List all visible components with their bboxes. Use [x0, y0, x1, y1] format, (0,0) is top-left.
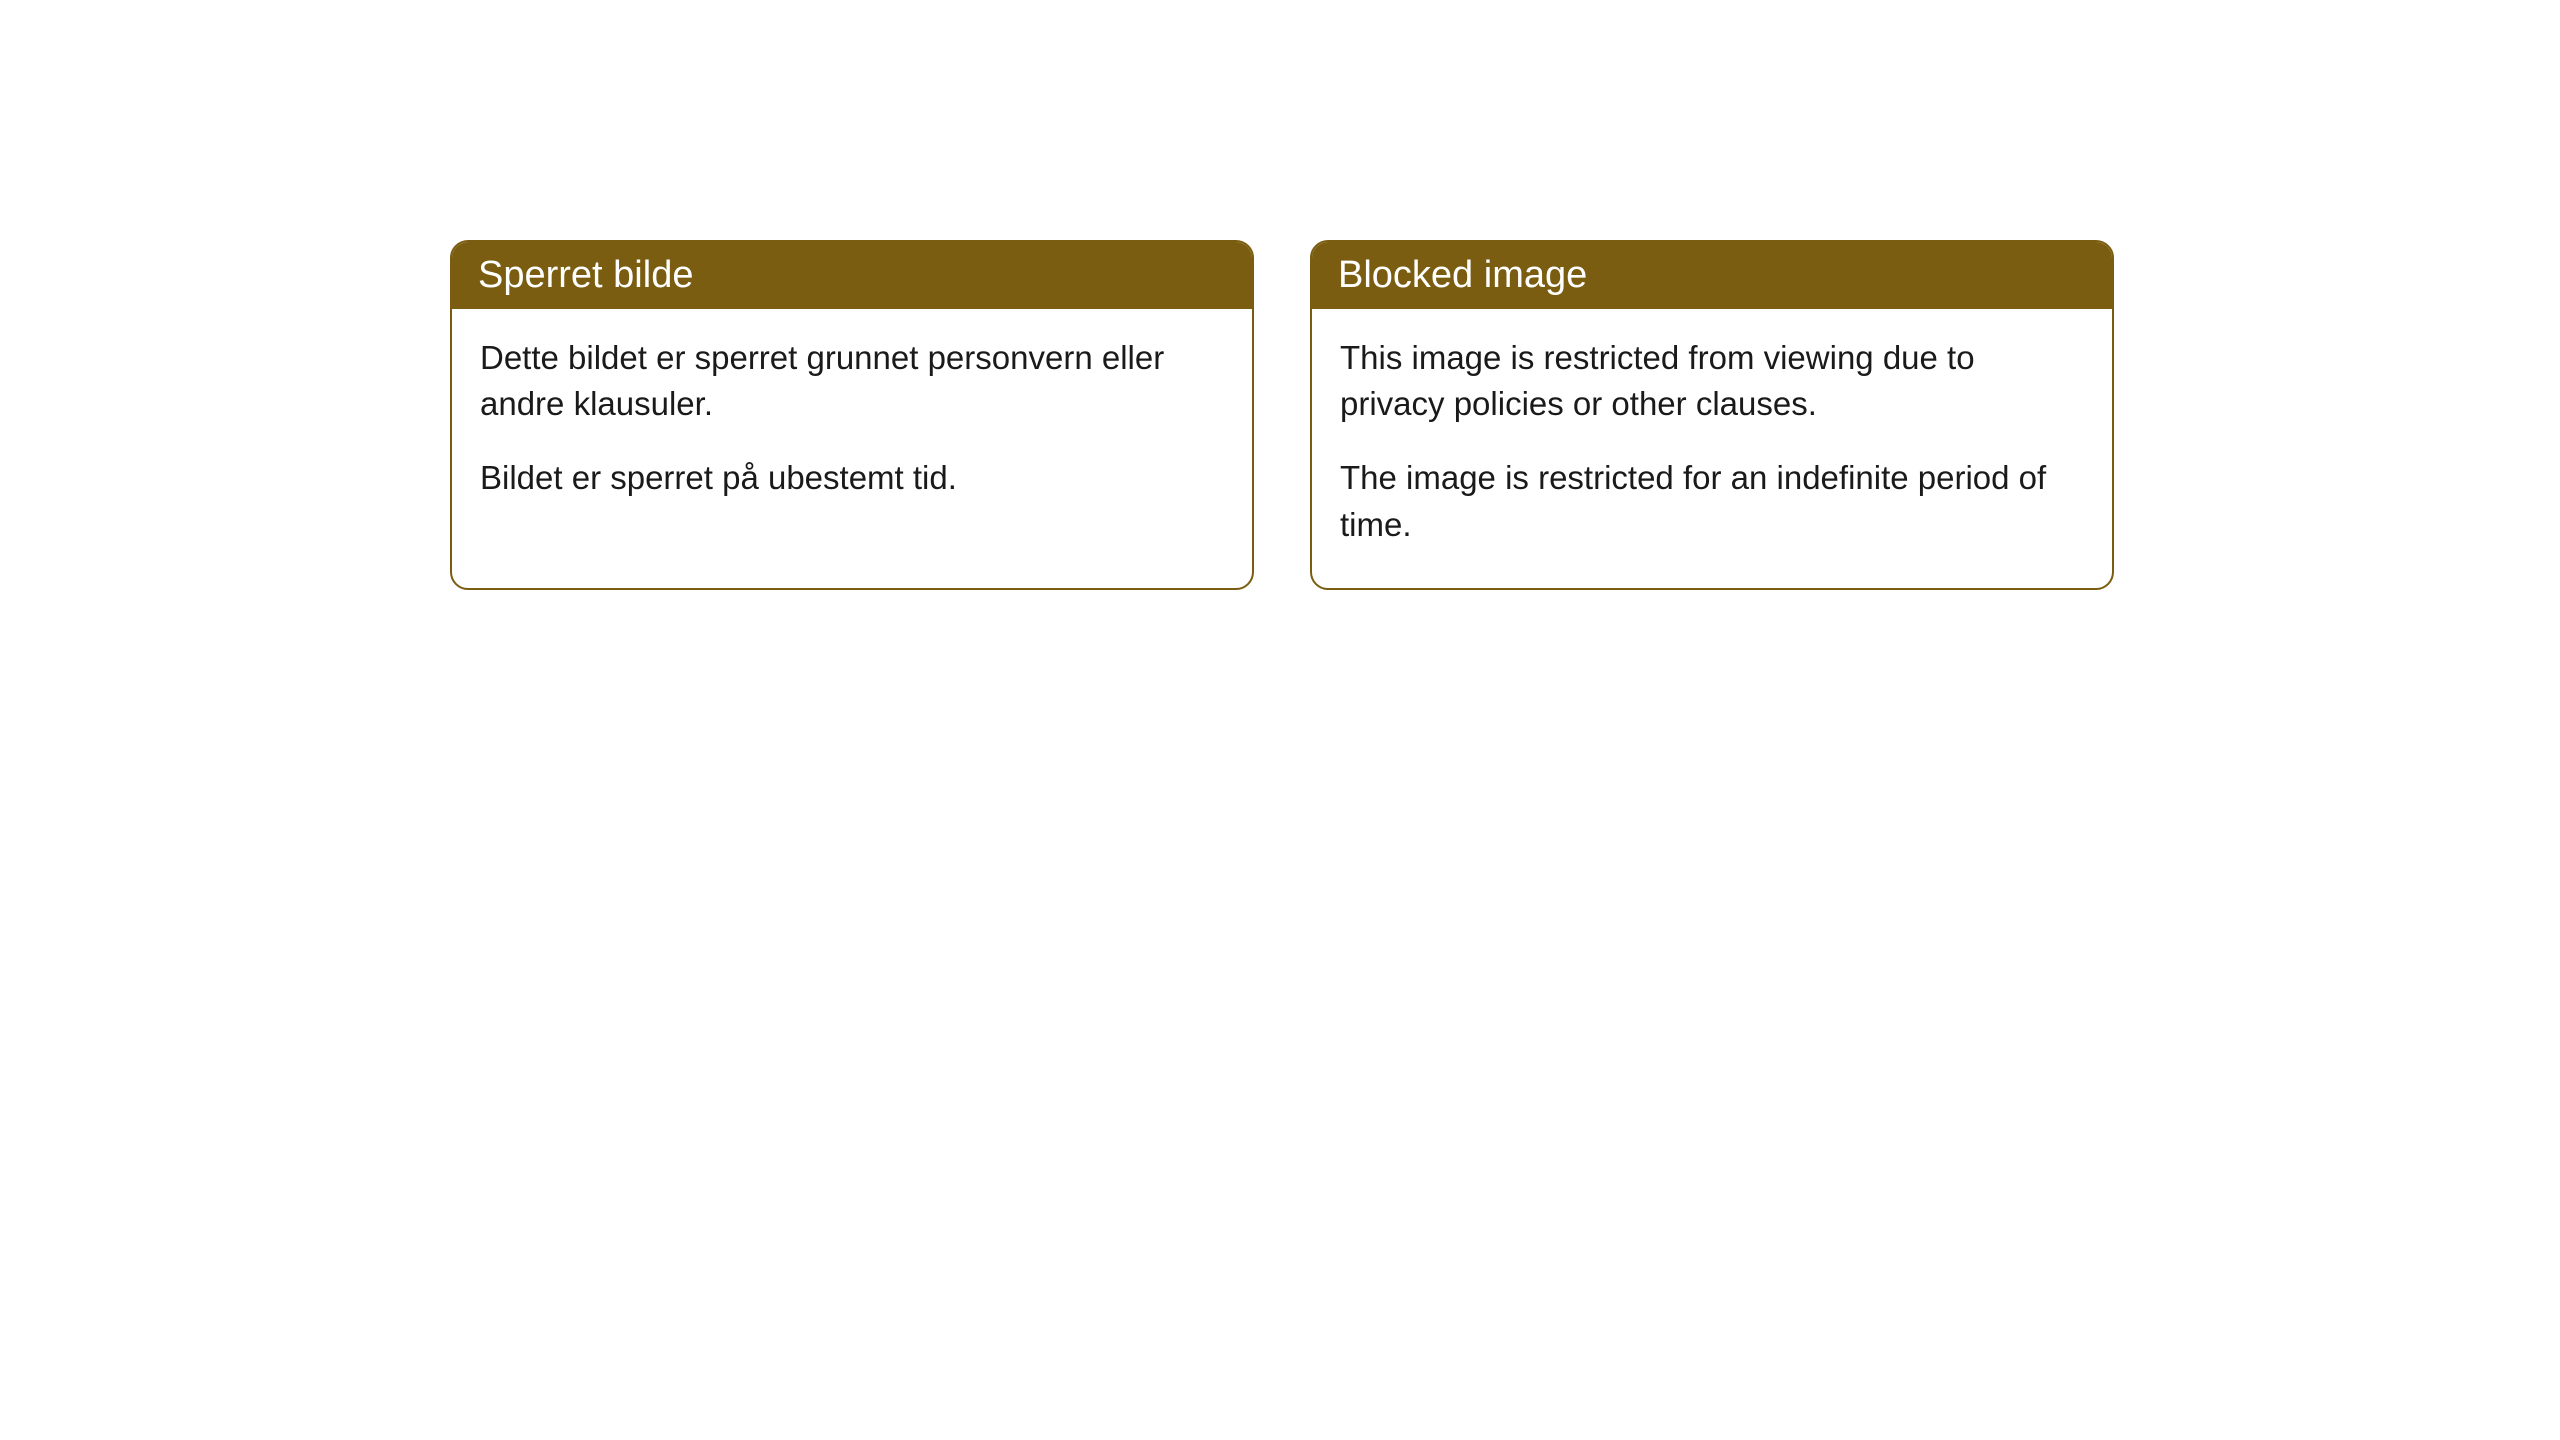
card-paragraph: Dette bildet er sperret grunnet personve…	[480, 335, 1224, 427]
card-body: This image is restricted from viewing du…	[1312, 309, 2112, 588]
card-title: Blocked image	[1338, 254, 1587, 296]
card-header: Blocked image	[1312, 242, 2112, 309]
card-paragraph: This image is restricted from viewing du…	[1340, 335, 2084, 427]
card-title: Sperret bilde	[478, 254, 693, 296]
card-paragraph: Bildet er sperret på ubestemt tid.	[480, 455, 1224, 501]
blocked-image-card-en: Blocked image This image is restricted f…	[1310, 240, 2114, 590]
card-container: Sperret bilde Dette bildet er sperret gr…	[450, 240, 2114, 590]
blocked-image-card-no: Sperret bilde Dette bildet er sperret gr…	[450, 240, 1254, 590]
card-paragraph: The image is restricted for an indefinit…	[1340, 455, 2084, 547]
card-body: Dette bildet er sperret grunnet personve…	[452, 309, 1252, 542]
card-header: Sperret bilde	[452, 242, 1252, 309]
